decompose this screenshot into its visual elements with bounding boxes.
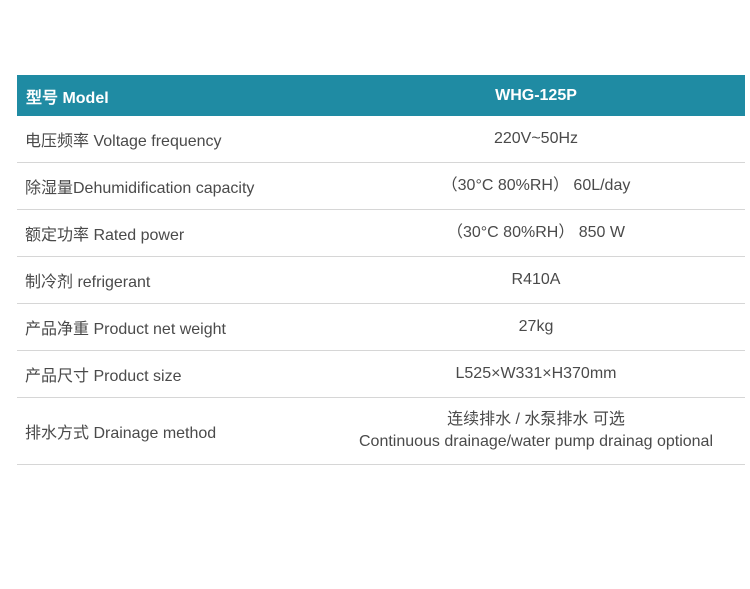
spec-row-refrigerant: 制冷剂 refrigerant R410A: [17, 256, 745, 304]
header-row: 型号 Model WHG-125P: [17, 75, 745, 116]
spec-row-voltage: 电压频率 Voltage frequency 220V~50Hz: [17, 116, 745, 163]
model-label: 型号 Model: [26, 89, 109, 107]
spec-value: 27kg: [327, 303, 745, 351]
spec-label: 额定功率 Rated power: [17, 209, 327, 257]
spec-label: 电压频率 Voltage frequency: [17, 116, 327, 163]
spec-label: 排水方式 Drainage method: [17, 397, 327, 465]
spec-row-dehumidification: 除湿量Dehumidification capacity （30°C 80%RH…: [17, 162, 745, 210]
spec-value: （30°C 80%RH） 850 W: [327, 209, 745, 257]
spec-table: 型号 Model WHG-125P 电压频率 Voltage frequency…: [17, 75, 745, 465]
spec-label: 产品尺寸 Product size: [17, 350, 327, 398]
spec-row-product-size: 产品尺寸 Product size L525×W331×H370mm: [17, 350, 745, 398]
spec-value: R410A: [327, 256, 745, 304]
spec-row-rated-power: 额定功率 Rated power （30°C 80%RH） 850 W: [17, 209, 745, 257]
spec-value-line-en: Continuous drainage/water pump drainag o…: [358, 433, 713, 450]
spec-value: 连续排水 / 水泵排水 可选 Continuous drainage/water…: [327, 397, 745, 465]
spec-label: 产品净重 Product net weight: [17, 303, 327, 351]
spec-value: （30°C 80%RH） 60L/day: [327, 162, 745, 210]
spec-value: L525×W331×H370mm: [327, 350, 745, 398]
spec-row-drainage: 排水方式 Drainage method 连续排水 / 水泵排水 可选 Cont…: [17, 397, 745, 465]
spec-label: 除湿量Dehumidification capacity: [17, 162, 327, 210]
spec-value: 220V~50Hz: [327, 116, 745, 163]
spec-label: 制冷剂 refrigerant: [17, 256, 327, 304]
spec-row-net-weight: 产品净重 Product net weight 27kg: [17, 303, 745, 351]
spec-value-line-cn: 连续排水 / 水泵排水 可选: [447, 411, 625, 428]
model-value: WHG-125P: [495, 86, 577, 104]
